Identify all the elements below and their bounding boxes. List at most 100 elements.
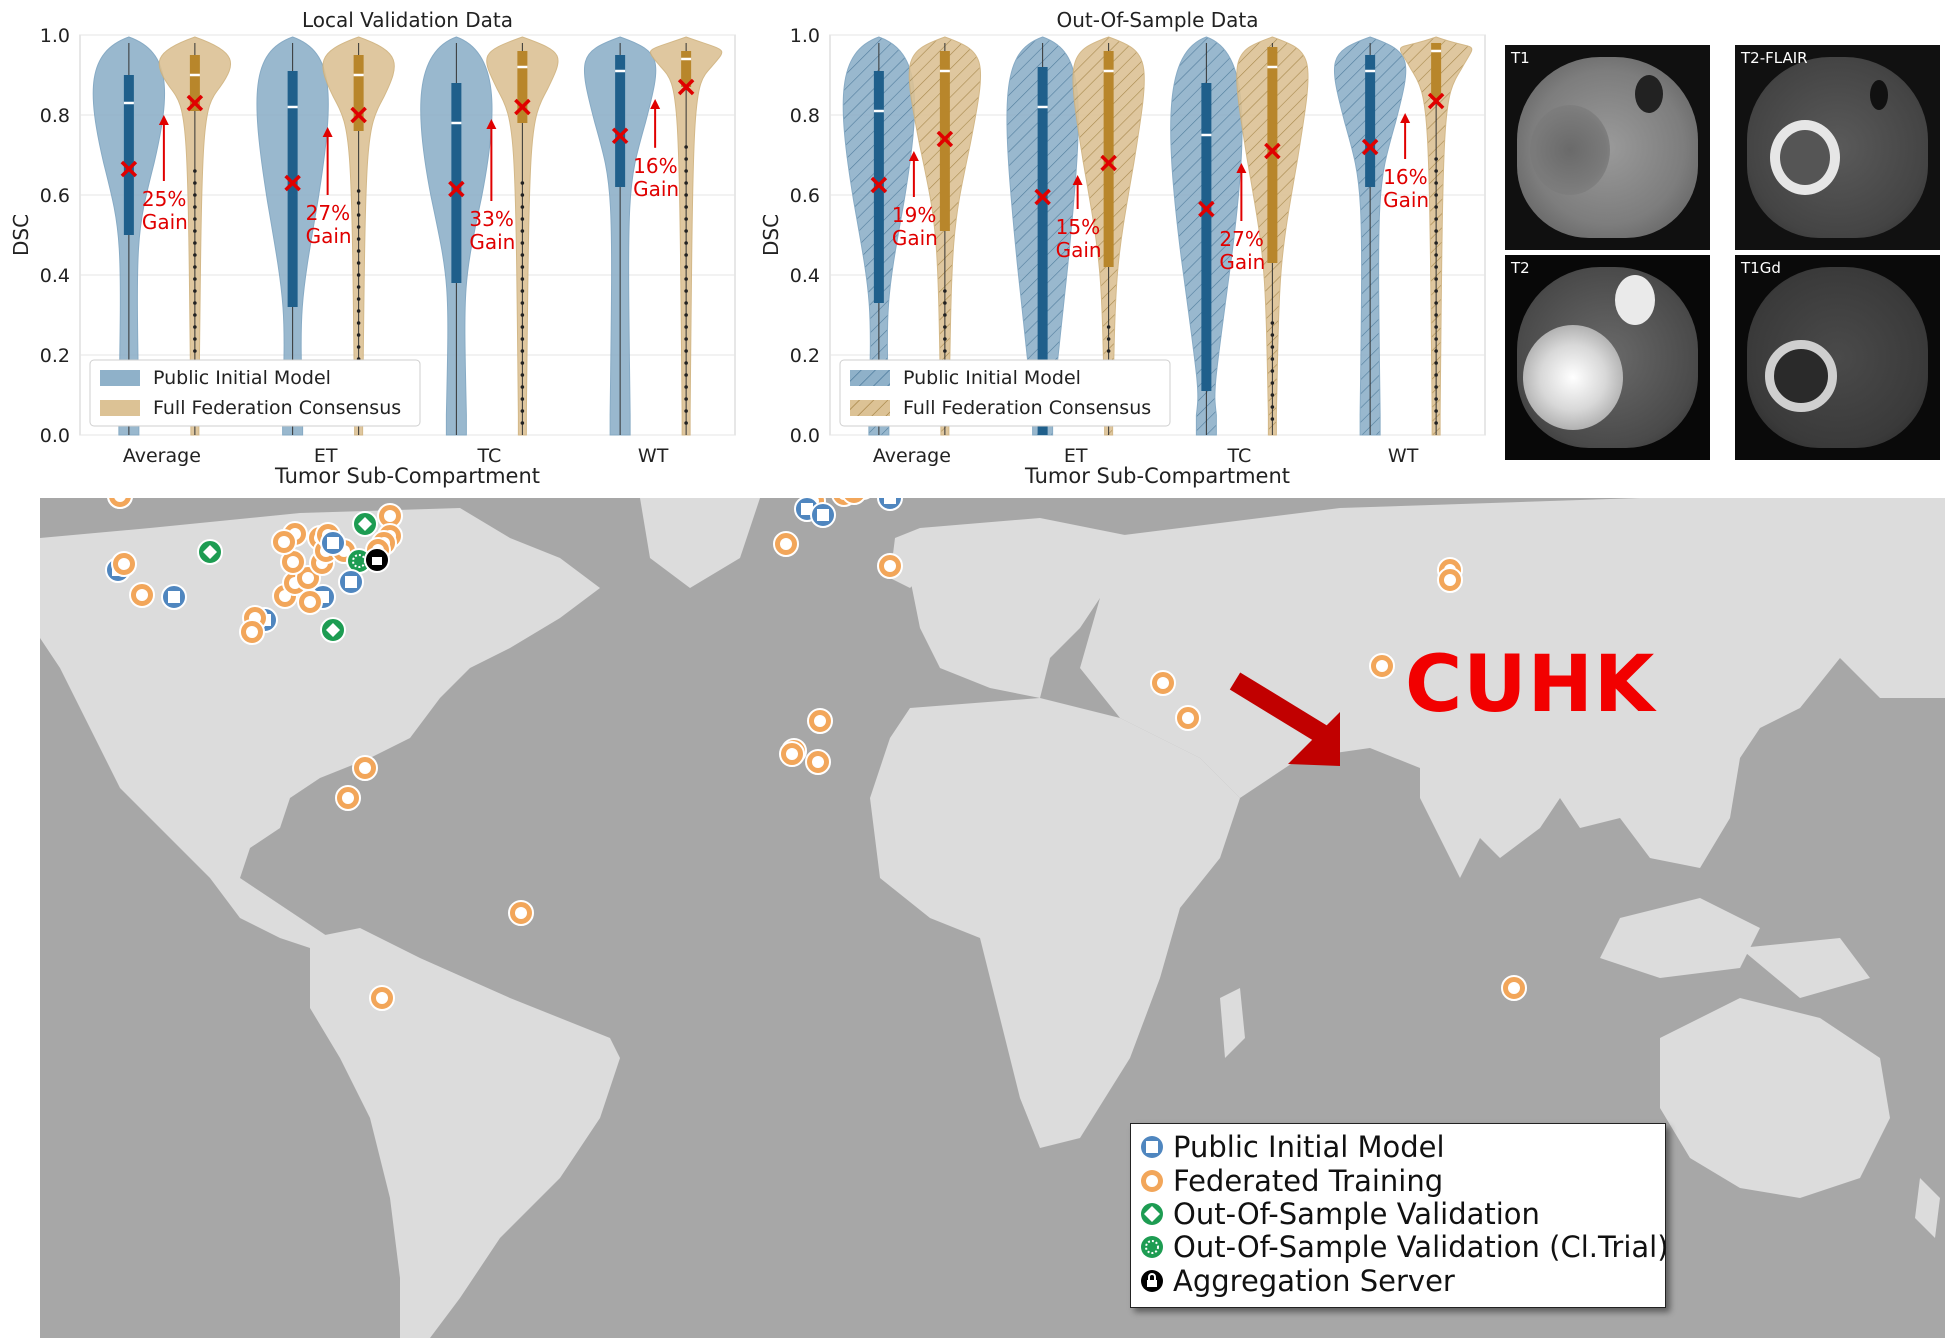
mri-label-t1gd: T1Gd (1741, 259, 1781, 277)
mean-marker (1427, 92, 1445, 110)
marker-hole (884, 560, 896, 572)
outlier-point (1434, 421, 1438, 425)
x-tick-label: TC (1226, 445, 1251, 467)
north-america (40, 508, 600, 948)
outlier-point (1106, 349, 1111, 353)
server-site-marker (364, 547, 390, 573)
greenland (640, 498, 760, 588)
legend-label-validation: Out-Of-Sample Validation (1173, 1196, 1540, 1231)
public-site-marker (320, 530, 346, 556)
mean-marker (611, 127, 629, 145)
outlier-point (684, 325, 688, 329)
asia (1080, 498, 1945, 868)
gain-word: Gain (306, 224, 352, 248)
y-tick-label: 0.0 (790, 425, 820, 447)
mean-marker (186, 94, 204, 112)
outlier-point (943, 337, 947, 341)
outlier-point (1106, 337, 1111, 341)
public-site-marker (810, 502, 836, 528)
outlier-point (1270, 381, 1275, 385)
outlier-point (684, 349, 688, 353)
legend-label-public: Public Initial Model (1173, 1129, 1445, 1164)
outlier-point (943, 325, 947, 329)
outlier-point (1434, 373, 1438, 377)
gain-word: Gain (469, 230, 515, 254)
outlier-point (193, 217, 197, 221)
outlier-point (356, 345, 361, 349)
outlier-point (1434, 397, 1438, 401)
y-tick-label: 0.4 (790, 265, 820, 287)
outlier-point (520, 265, 525, 269)
marker-hole (302, 572, 314, 584)
outlier-point (193, 289, 197, 293)
outlier-point (943, 289, 947, 293)
outlier-point (356, 249, 361, 253)
marker-hole (814, 715, 826, 727)
marker-hole (278, 536, 290, 548)
outlier-point (520, 421, 525, 425)
marker-hole (1508, 982, 1520, 994)
marker-hole (515, 907, 527, 919)
federated-site-marker (239, 619, 265, 645)
outlier-point (520, 313, 525, 317)
validation-site-marker (197, 539, 223, 565)
mean-marker (1034, 188, 1051, 206)
outlier-point (684, 361, 688, 365)
mri-label-t2-flair: T2-FLAIR (1741, 49, 1808, 67)
y-tick-label: 0.2 (790, 345, 820, 367)
marker-square (327, 537, 339, 549)
box (615, 55, 626, 187)
marker-hole (786, 748, 798, 760)
outlier-point (520, 229, 525, 233)
cuhk-label: CUHK (1405, 640, 1656, 730)
federated-site-marker (377, 503, 403, 529)
federated-site-marker (1150, 670, 1176, 696)
public-model-icon (1141, 1135, 1163, 1158)
outlier-point (684, 157, 688, 161)
outlier-point (684, 421, 688, 425)
outlier-point (684, 289, 688, 293)
outlier-point (520, 181, 525, 185)
x-axis-label: Tumor Sub-Compartment (274, 464, 540, 488)
gain-percent: 16% (1383, 165, 1427, 189)
box (1103, 51, 1114, 267)
x-tick-label: Average (873, 445, 951, 467)
gain-word: Gain (142, 210, 188, 234)
federated-site-marker (508, 900, 534, 926)
gain-percent: 15% (1056, 215, 1100, 239)
gain-arrowhead (1236, 163, 1247, 173)
mri-t1: T1 (1505, 45, 1710, 250)
outlier-point (684, 373, 688, 377)
outlier-point (356, 321, 361, 325)
outlier-point (520, 277, 525, 281)
validation-site-marker (320, 617, 346, 643)
outlier-point (520, 289, 525, 293)
outlier-point (684, 313, 688, 317)
japan (1775, 618, 1830, 708)
x-tick-label: TC (476, 445, 501, 467)
gain-arrowhead (158, 115, 169, 125)
outlier-point (1270, 369, 1275, 373)
gain-word: Gain (1219, 250, 1265, 274)
legend-row-public: Public Initial Model (1131, 1129, 1445, 1164)
outlier-point (943, 349, 947, 353)
outlier-point (520, 337, 525, 341)
box (1431, 43, 1442, 99)
outlier-point (1434, 289, 1438, 293)
outlier-point (356, 237, 361, 241)
outlier-point (1270, 345, 1275, 349)
arrow-shaft (1229, 672, 1331, 745)
outlier-point (684, 229, 688, 233)
marker-hole (359, 762, 371, 774)
outlier-point (520, 217, 525, 221)
outlier-point (943, 313, 947, 317)
gain-arrowhead (650, 99, 661, 109)
mri-t1gd: T1Gd (1735, 255, 1940, 460)
federated-site-marker (271, 529, 297, 555)
outlier-point (684, 277, 688, 281)
outlier-point (193, 193, 197, 197)
outlier-point (1434, 181, 1438, 185)
gain-word: Gain (1383, 188, 1429, 212)
legend-swatch (100, 400, 140, 416)
mean-marker (1198, 200, 1215, 218)
